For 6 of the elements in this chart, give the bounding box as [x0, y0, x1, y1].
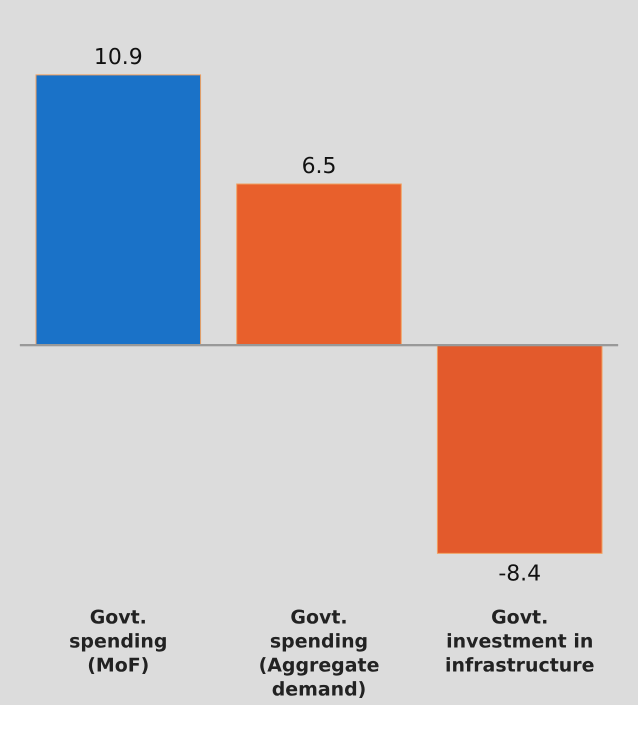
- data-label: 6.5: [302, 154, 336, 179]
- x-tick-label: Govt. spending (MoF): [69, 606, 168, 676]
- x-tick-label: Govt. spending (Aggregate demand): [258, 606, 380, 700]
- data-label: -8.4: [498, 561, 542, 586]
- data-label: 10.9: [94, 44, 143, 70]
- x-tick-label: Govt. investment in infrastructure: [445, 606, 594, 676]
